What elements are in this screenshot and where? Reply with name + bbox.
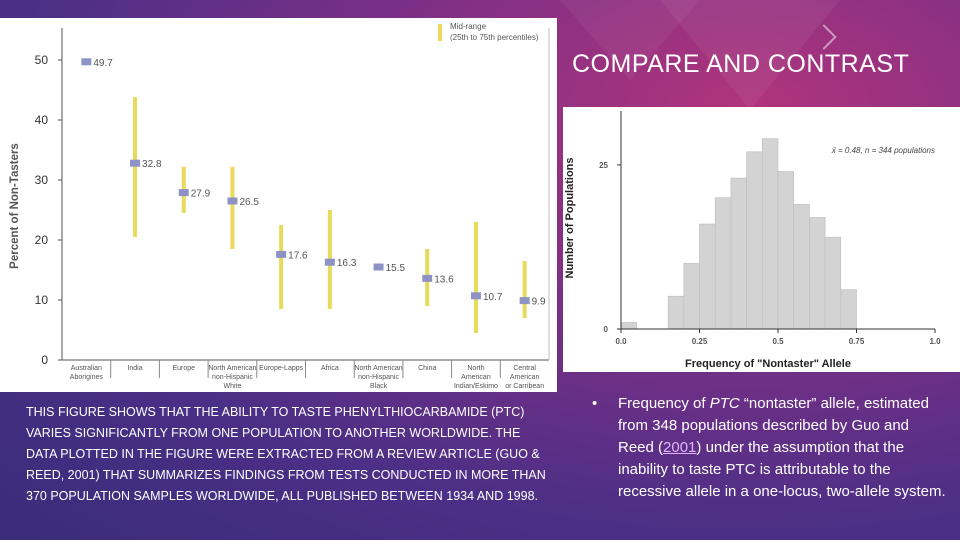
data-marker [373, 263, 384, 271]
data-marker [178, 189, 189, 197]
category-label: non-Hispanic [212, 374, 253, 381]
category-label: Europe [172, 365, 195, 372]
x-tick-label: 0.0 [615, 337, 627, 346]
range-bar [279, 225, 284, 309]
histogram-bar [777, 171, 794, 330]
allele-frequency-histogram: 0.0 0.25 0.5 0.75 1.0 0 25 Frequency of "Nontas… [563, 107, 960, 372]
bullet-text-part: ) under the assumption that the inabilit… [618, 439, 946, 500]
histogram-bar [746, 151, 763, 330]
histogram-bar [667, 295, 685, 330]
allele-frequency-histogram-svg: 0.0 0.25 0.5 0.75 1.0 0 25 Frequency of "Nontas… [564, 111, 941, 370]
data-value-label: 16.3 [337, 258, 357, 269]
category-label: Indian/Eskimo [454, 383, 498, 390]
y-tick-label: 0 [604, 325, 609, 334]
category-label: India [127, 365, 142, 372]
data-marker [519, 297, 530, 305]
bullet-marker: • [592, 395, 598, 412]
histogram-bar [762, 138, 779, 330]
category-label: American [510, 374, 540, 381]
range-bar [473, 222, 478, 333]
category-label: White [223, 383, 241, 390]
x-tick-label: 0.75 [849, 337, 865, 346]
decor-triangle [560, 0, 700, 80]
data-value-label: 10.7 [483, 292, 503, 303]
histogram-bar [840, 289, 857, 330]
category-label: Black [370, 383, 388, 390]
citation-year-link[interactable]: 2001 [663, 439, 697, 456]
legend-swatch [438, 24, 442, 41]
legend-label: (25th to 75th percentiles) [450, 33, 539, 42]
category-label: North American [208, 365, 256, 372]
bullet-text: Frequency of PTC “nontaster” allele, est… [618, 393, 947, 503]
slide-title: COMPARE AND CONTRAST [572, 50, 910, 78]
histogram-bar [699, 223, 716, 330]
category-label: Africa [321, 365, 339, 372]
range-bar [230, 166, 235, 249]
y-tick-label: 40 [35, 113, 49, 127]
data-marker [227, 197, 238, 205]
category-label: Central [513, 365, 536, 372]
category-label: North American [354, 365, 402, 372]
data-marker [130, 159, 141, 167]
histogram-bar [730, 177, 747, 330]
y-tick-label: 25 [599, 161, 608, 170]
category-label: American [461, 374, 491, 381]
x-tick-label: 0.5 [772, 337, 784, 346]
y-tick-label: 10 [35, 293, 49, 307]
category-label: Aborigines [70, 374, 104, 381]
histogram-bar [793, 204, 810, 330]
category-label: China [418, 365, 436, 372]
y-tick-label: 50 [35, 53, 49, 67]
data-marker [470, 292, 481, 300]
data-value-label: 15.5 [386, 263, 406, 274]
data-value-label: 49.7 [93, 58, 113, 69]
histogram-bar [620, 322, 637, 330]
range-bar [522, 261, 527, 318]
y-tick-label: 0 [41, 353, 48, 367]
y-tick-label: 30 [35, 173, 49, 187]
category-label: non-Hispanic [358, 374, 399, 381]
histogram-annotation: x̄ = 0.48, n = 344 populations [831, 146, 935, 155]
category-label: Europe-Lapps [259, 365, 303, 372]
data-marker [81, 58, 92, 66]
bullet-item: • Frequency of PTC “nontaster” allele, e… [592, 393, 947, 503]
data-marker [422, 274, 433, 282]
nontaster-percent-chart: 0 10 20 30 40 50 Percent of Non-Tasters Austral… [0, 18, 557, 392]
bullet-text-part: “nontaster” allele, estimated from 348 p… [618, 395, 929, 456]
bullet-text-italic: PTC [709, 395, 740, 412]
data-marker [276, 250, 287, 258]
decor-triangle [660, 0, 840, 110]
x-tick-label: 0.25 [692, 337, 708, 346]
figure-caption: This figure shows that the ability to ta… [26, 405, 546, 503]
y-axis-label: Percent of Non-Tasters [9, 143, 21, 269]
histogram-bar [809, 217, 826, 330]
y-tick-label: 20 [35, 233, 49, 247]
data-value-label: 32.8 [142, 159, 162, 170]
bullet-text-part: Frequency of [618, 395, 710, 412]
range-bar [133, 97, 138, 237]
data-value-label: 27.9 [191, 189, 211, 200]
data-value-label: 26.5 [239, 197, 259, 208]
category-label: or Carribean [505, 383, 544, 390]
y-axis-label: Number of Populations [564, 158, 576, 279]
data-value-label: 13.6 [434, 274, 454, 285]
x-axis-label: Frequency of "Nontaster" Allele [685, 358, 851, 370]
histogram-bar [683, 263, 700, 330]
data-marker [324, 258, 335, 266]
x-tick-label: 1.0 [929, 337, 941, 346]
legend-label: Mid-range [450, 22, 487, 31]
category-label: North [467, 365, 484, 372]
nontaster-percent-chart-svg: 0 10 20 30 40 50 Percent of Non-Tasters Austral… [9, 22, 550, 390]
data-value-label: 9.9 [532, 297, 546, 308]
data-value-label: 17.6 [288, 250, 308, 261]
category-label: Australian [71, 365, 102, 372]
histogram-bar [714, 197, 732, 330]
histogram-bar [824, 236, 842, 330]
